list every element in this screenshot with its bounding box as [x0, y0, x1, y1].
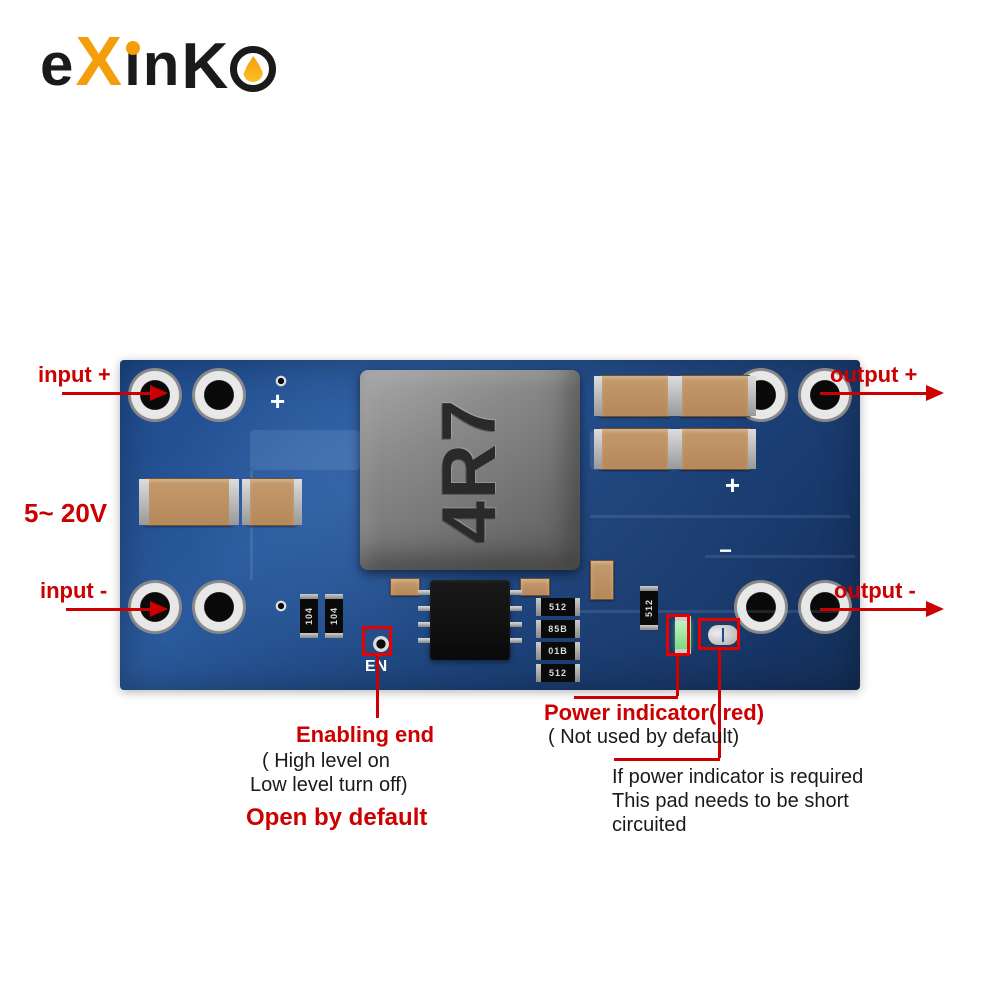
- resistor: 512: [640, 590, 658, 626]
- label-enable-note2: Low level turn off): [250, 774, 408, 797]
- brand-logo: e X ı n K: [40, 30, 276, 100]
- inductor-4r7: 4R7: [360, 370, 580, 570]
- resistor: 85B: [540, 620, 576, 638]
- regulator-ic: [430, 580, 510, 660]
- silk-minus-right: −: [719, 538, 732, 564]
- resistor: 512: [540, 598, 576, 616]
- capacitor-small: [590, 560, 614, 600]
- label-jumper-note1: If power indicator is required: [612, 766, 863, 789]
- logo-letter-x: X: [75, 26, 122, 96]
- resistor: 01B: [540, 642, 576, 660]
- label-enable-default: Open by default: [246, 804, 427, 832]
- arrow-output-plus: [820, 392, 930, 395]
- capacitor-small: [390, 578, 420, 596]
- label-output-minus: output -: [834, 578, 916, 604]
- capacitor: [680, 375, 750, 417]
- pad-input-minus-b: [192, 580, 246, 634]
- label-enable-note1: ( High level on: [262, 750, 390, 773]
- capacitor: [600, 428, 670, 470]
- arrow-output-minus: [820, 608, 930, 611]
- callout-line: [614, 758, 720, 761]
- logo-letter-o-drop: [230, 46, 276, 92]
- highlight-jumper-pad: [698, 618, 740, 650]
- callout-line: [574, 696, 678, 699]
- pcb-board: + + − EN 4R7 10: [120, 360, 860, 690]
- label-input-plus: input +: [38, 362, 111, 388]
- label-jumper-note3: circuited: [612, 814, 686, 837]
- label-output-plus: output +: [830, 362, 917, 388]
- arrow-head-icon: [150, 385, 168, 401]
- silk-plus-right: +: [725, 470, 740, 501]
- callout-line: [376, 656, 379, 718]
- resistor: 512: [540, 664, 576, 682]
- logo-letter-n: n: [143, 35, 180, 95]
- label-enable-title: Enabling end: [296, 722, 434, 748]
- capacitor-small: [520, 578, 550, 596]
- capacitor: [600, 375, 670, 417]
- logo-letter-k: K: [181, 33, 228, 98]
- label-voltage-range: 5~ 20V: [24, 498, 107, 529]
- inductor-marking: 4R7: [426, 397, 513, 542]
- highlight-power-led: [666, 614, 690, 656]
- capacitor: [248, 478, 296, 526]
- label-jumper-note2: This pad needs to be short: [612, 790, 849, 813]
- via: [275, 600, 287, 612]
- silk-plus-left: +: [270, 386, 285, 417]
- capacitor: [680, 428, 750, 470]
- logo-letter-i: ı: [124, 35, 141, 95]
- resistor: 104: [300, 598, 318, 634]
- capacitor: [145, 478, 233, 526]
- arrow-head-icon: [926, 601, 944, 617]
- resistor: 104: [325, 598, 343, 634]
- highlight-enable-via: [362, 626, 392, 656]
- label-power-indicator-note: ( Not used by default): [548, 726, 739, 749]
- callout-line: [676, 656, 679, 696]
- pad-input-plus-b: [192, 368, 246, 422]
- label-input-minus: input -: [40, 578, 107, 604]
- label-power-indicator-title: Power indicator( red): [544, 700, 764, 726]
- logo-letter-e: e: [40, 35, 73, 95]
- logo-dot-accent: [126, 41, 140, 55]
- pad-output-minus-b: [734, 580, 788, 634]
- arrow-head-icon: [926, 385, 944, 401]
- arrow-input-minus: [66, 608, 154, 611]
- arrow-input-plus: [62, 392, 154, 395]
- arrow-head-icon: [150, 601, 168, 617]
